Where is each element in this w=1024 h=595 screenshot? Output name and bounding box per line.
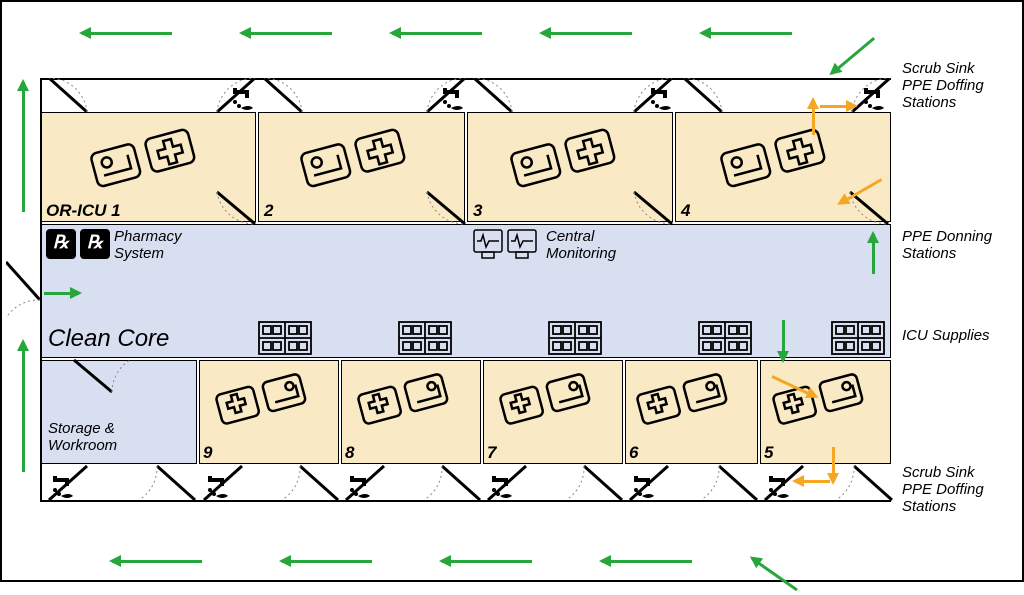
flow-arrow [542,32,632,35]
label-room-8: 8 [345,443,354,463]
door-bot-5b [699,464,759,502]
door-core-t3 [614,190,674,226]
label-clean-core: Clean Core [48,325,169,353]
flow-arrow [44,292,79,295]
flow-arrow-orange [832,447,835,482]
shelf-icon [397,320,453,358]
label-room-2: 2 [264,201,273,221]
floorplan-canvas: ℞ ℞ OR-ICU 1 2 3 4 9 8 7 6 5 Clean Core … [0,0,1024,582]
flow-arrow [282,560,372,563]
door-bot-4b [564,464,624,502]
shelf-icon [830,320,886,358]
sink-icon [227,84,257,112]
monitor-icon [472,228,542,266]
flow-arrow-orange [812,100,815,135]
sink-icon [437,84,467,112]
label-room-3: 3 [473,201,482,221]
sink-icon [645,84,675,112]
flow-arrow-orange [820,105,855,108]
sink-icon [628,472,658,500]
flow-arrow [112,560,202,563]
flow-arrow [751,557,798,591]
door-top-2b [262,78,322,116]
flow-arrow [242,32,332,35]
flow-arrow [602,560,692,563]
label-room-4: 4 [681,201,690,221]
sink-icon [202,472,232,500]
shelf-icon [547,320,603,358]
label-storage: Storage &Workroom [48,420,168,454]
label-scrub-top: Scrub SinkPPE DoffingStations [902,60,1012,111]
rx-icon: ℞ [80,229,110,259]
door-bot-end [834,464,894,502]
sink-icon [486,472,516,500]
door-bot-3b [422,464,482,502]
flow-arrow [82,32,172,35]
label-pharmacy: PharmacySystem [114,228,182,262]
sink-icon [763,472,793,500]
flow-arrow [22,342,25,472]
flow-arrow [392,32,482,35]
flow-arrow [872,234,875,274]
flow-arrow [442,560,532,563]
shelf-icon [257,320,313,358]
label-central: CentralMonitoring [546,228,636,262]
flow-arrow [782,320,785,360]
door-core-storage [72,358,132,394]
door-bot-1 [137,464,197,502]
flow-arrow [702,32,792,35]
door-core-t2 [407,190,467,226]
flow-arrow [22,82,25,212]
label-donning: PPE DonningStations [902,228,1012,262]
label-icu-supplies: ICU Supplies [902,327,990,344]
door-top-3b [472,78,532,116]
label-room-6: 6 [629,443,638,463]
rx-icon: ℞ [46,229,76,259]
door-top-1 [47,78,107,116]
label-room-5: 5 [764,443,773,463]
flow-arrow-orange [795,480,830,483]
door-core-t1 [197,190,257,226]
label-room-7: 7 [487,443,496,463]
shelf-icon [697,320,753,358]
label-oricu1: OR-ICU 1 [46,201,121,221]
flow-arrow [831,37,875,75]
door-bot-2b [280,464,340,502]
sink-icon [344,472,374,500]
label-room-9: 9 [203,443,212,463]
sink-icon [47,472,77,500]
door-left-entry [6,260,46,320]
label-scrub-bot: Scrub SinkPPE DoffingStations [902,464,1012,515]
door-top-4b [682,78,742,116]
sink-icon [858,84,888,112]
